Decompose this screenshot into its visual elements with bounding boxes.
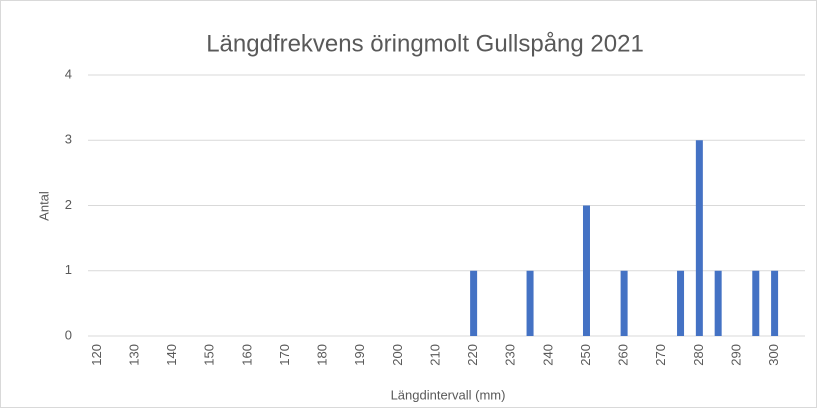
- bar: [526, 270, 534, 336]
- x-tick-label: 150: [202, 344, 217, 366]
- y-tick-label: 2: [65, 197, 72, 212]
- y-tick-label: 3: [65, 132, 72, 147]
- x-tick-label: 200: [390, 344, 405, 366]
- y-tick-label: 0: [65, 327, 72, 342]
- chart-title: Längdfrekvens öringmolt Gullspång 2021: [206, 30, 644, 57]
- x-tick-label: 180: [315, 344, 330, 366]
- bar: [620, 270, 628, 336]
- x-tick-label: 190: [352, 344, 367, 366]
- x-tick-label: 140: [164, 344, 179, 366]
- x-tick-label: 220: [465, 344, 480, 366]
- y-tick-label: 1: [65, 262, 72, 277]
- x-tick-label: 300: [766, 344, 781, 366]
- x-tick-label: 160: [239, 344, 254, 366]
- x-axis-label: Längdintervall (mm): [391, 387, 506, 402]
- x-tick-label: 280: [691, 344, 706, 366]
- x-tick-label: 240: [540, 344, 555, 366]
- y-tick-label: 4: [65, 66, 72, 81]
- x-tick-label: 230: [503, 344, 518, 366]
- x-tick-label: 210: [427, 344, 442, 366]
- bar: [714, 270, 722, 336]
- x-tick-label: 290: [728, 344, 743, 366]
- x-tick-label: 270: [653, 344, 668, 366]
- bar: [771, 270, 779, 336]
- x-tick-label: 120: [89, 344, 104, 366]
- bar: [695, 140, 703, 336]
- bar: [582, 205, 590, 336]
- bar: [470, 270, 478, 336]
- bar: [752, 270, 760, 336]
- x-tick-label: 130: [126, 344, 141, 366]
- x-tick-label: 250: [578, 344, 593, 366]
- x-tick-label: 260: [616, 344, 631, 366]
- x-tick-label: 170: [277, 344, 292, 366]
- bar: [677, 270, 685, 336]
- y-axis-label: Antal: [36, 191, 51, 221]
